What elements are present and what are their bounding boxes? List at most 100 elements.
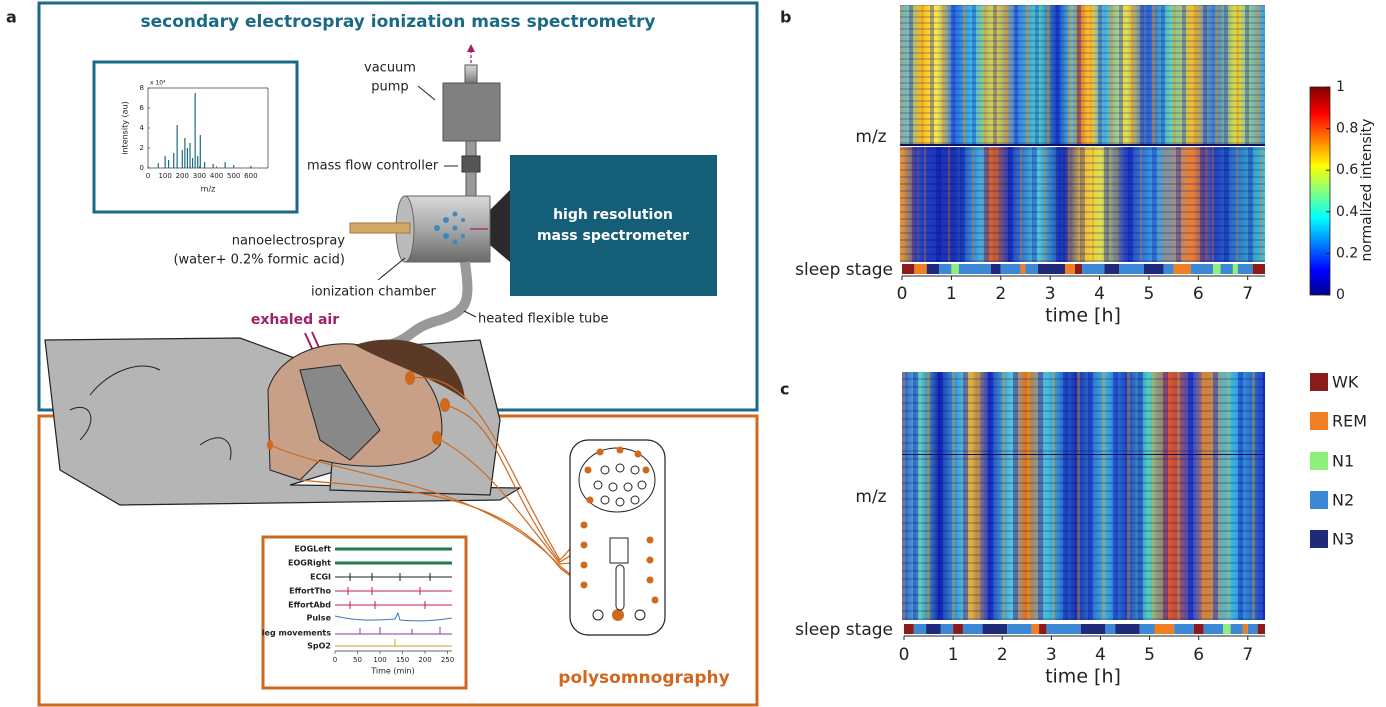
legend-swatch	[1310, 373, 1328, 391]
stage-label: sleep stage	[795, 260, 893, 280]
x-tick-label: 0	[333, 656, 337, 664]
hypnogram-segment	[1074, 264, 1083, 274]
legend-swatch	[1310, 452, 1328, 470]
x-tick-label: 4	[1095, 645, 1106, 665]
x-tick-label: 4	[1094, 284, 1105, 304]
heatmap	[900, 147, 1265, 262]
hypnogram-segment	[1223, 624, 1231, 634]
x-axis-label: time [h]	[1045, 305, 1121, 327]
hypnogram-segment	[1203, 624, 1224, 634]
channel-label: ECGI	[310, 573, 331, 582]
label: ionization chamber	[311, 285, 437, 300]
x-tick-label: 2	[995, 284, 1006, 304]
spray-capillary	[349, 222, 411, 234]
x-tick-label: 100	[158, 172, 171, 180]
hypnogram-segment	[1007, 624, 1032, 634]
x-tick-label: 2	[997, 645, 1008, 665]
x-tick-label: 600	[244, 172, 257, 180]
x-tick-label: 150	[396, 656, 409, 664]
y-tick-label: 2	[140, 144, 144, 152]
hypnogram-segment	[1080, 624, 1106, 634]
hypnogram-segment	[913, 624, 927, 634]
heated-tube	[349, 261, 473, 357]
pointer	[377, 257, 406, 281]
mass-spectrometer	[510, 155, 717, 296]
mass-flow-controller	[461, 155, 481, 173]
hypnogram-segment	[1220, 264, 1233, 274]
hypnogram-segment	[1213, 264, 1221, 274]
hypnogram-segment	[1031, 624, 1040, 634]
hypnogram-segment	[1115, 624, 1140, 634]
pointer	[463, 310, 477, 318]
pump-port	[464, 64, 478, 86]
x-tick-label: 300	[193, 172, 206, 180]
hypnogram-segment	[1139, 624, 1155, 634]
hypnogram-segment	[1232, 264, 1238, 274]
x-tick-label: 0	[897, 284, 908, 304]
colorbar-tick-label: 1	[1336, 79, 1345, 95]
x-tick-label: 400	[210, 172, 223, 180]
x-tick-label: 0	[899, 645, 910, 665]
hypnogram-segment	[1163, 264, 1174, 274]
hypnogram-segment	[1039, 624, 1047, 634]
hypnogram-segment	[951, 264, 959, 274]
x-axis-label: time [h]	[1045, 666, 1121, 688]
hypnogram-segment	[962, 624, 983, 634]
x-tick-label: 5	[1144, 645, 1155, 665]
x-tick-label: 5	[1144, 284, 1155, 304]
channel-label: EffortTho	[289, 587, 331, 596]
colorbar	[1309, 86, 1331, 296]
hypnogram-segment	[926, 264, 940, 274]
hypnogram-segment	[1064, 264, 1075, 274]
tube	[465, 140, 477, 157]
hypnogram-segment	[1037, 264, 1065, 274]
ms-inlet	[490, 190, 510, 262]
heatmap-divider	[902, 454, 1265, 455]
colorbar-tick-label: 0.8	[1336, 121, 1358, 137]
y-tick-label: 8	[140, 84, 144, 92]
panel-label: b	[780, 8, 791, 27]
hypnogram-segment	[926, 624, 941, 634]
colorbar-tick-label: 0	[1336, 287, 1345, 303]
y-axis-label: intensity (au)	[121, 101, 130, 154]
hypnogram-segment	[940, 624, 954, 634]
channel-label: EffortAbd	[288, 601, 331, 610]
legend-swatch	[1310, 530, 1328, 548]
x-tick-label: 250	[441, 656, 454, 664]
x-tick-label: 1	[948, 645, 959, 665]
hypnogram-segment	[1154, 624, 1175, 634]
label: exhaled air	[251, 312, 339, 328]
hypnogram-segment	[1242, 624, 1248, 634]
label: mass spectrometer	[537, 228, 689, 244]
label: (water+ 0.2% formic acid)	[173, 253, 345, 268]
hypnogram-segment	[1252, 264, 1265, 274]
panel-label: a	[6, 8, 17, 27]
y-tick-label: 6	[140, 104, 145, 112]
x-tick-label: 3	[1046, 645, 1057, 665]
multiplier: x 10⁴	[150, 80, 166, 87]
x-tick-label: 500	[227, 172, 240, 180]
spray-droplets	[434, 211, 465, 245]
x-tick-label: 6	[1193, 645, 1204, 665]
hypnogram-segment	[953, 624, 963, 634]
label: polysomnography	[558, 668, 729, 688]
colorbar-tick-label: 0.6	[1336, 162, 1358, 178]
channel-label: Pulse	[307, 614, 332, 623]
hypnogram-segment	[914, 264, 927, 274]
psg-device-head	[578, 447, 656, 513]
pointer	[417, 85, 436, 101]
hypnogram-segment	[1000, 264, 1021, 274]
hypnogram-segment	[990, 264, 1001, 274]
hypnogram-segment	[1105, 624, 1116, 634]
x-tick-label: 7	[1242, 645, 1253, 665]
hypnogram-segment	[904, 624, 914, 634]
hypnogram-segment	[1020, 264, 1026, 274]
heatmap	[902, 372, 1265, 620]
label: high resolution	[553, 207, 673, 223]
hypnogram-segment	[1190, 264, 1214, 274]
x-tick-label: 200	[176, 172, 189, 180]
hypnogram-segment	[1119, 264, 1144, 274]
colorbar-tick-label: 0.2	[1336, 245, 1358, 261]
